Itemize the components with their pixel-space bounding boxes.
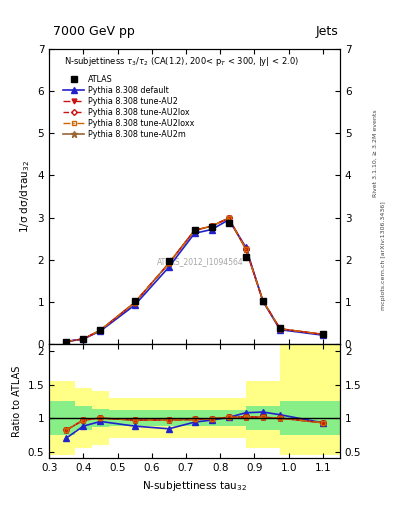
X-axis label: N-subjettiness tau$_{32}$: N-subjettiness tau$_{32}$ bbox=[142, 479, 247, 493]
Text: Rivet 3.1.10, ≥ 3.2M events: Rivet 3.1.10, ≥ 3.2M events bbox=[373, 110, 378, 198]
Legend: ATLAS, Pythia 8.308 default, Pythia 8.308 tune-AU2, Pythia 8.308 tune-AU2lox, Py: ATLAS, Pythia 8.308 default, Pythia 8.30… bbox=[62, 73, 196, 141]
Y-axis label: Ratio to ATLAS: Ratio to ATLAS bbox=[12, 366, 22, 437]
Text: 7000 GeV pp: 7000 GeV pp bbox=[53, 26, 135, 38]
Text: N-subjettiness $\tau_3/\tau_2$ (CA(1.2), 200< p$_T$ < 300, |y| < 2.0): N-subjettiness $\tau_3/\tau_2$ (CA(1.2),… bbox=[64, 55, 299, 68]
Y-axis label: 1/σ dσ/dτau$_{32}$: 1/σ dσ/dτau$_{32}$ bbox=[18, 160, 32, 233]
Text: Jets: Jets bbox=[316, 26, 339, 38]
Text: ATLAS_2012_I1094564: ATLAS_2012_I1094564 bbox=[157, 257, 244, 266]
Text: mcplots.cern.ch [arXiv:1306.3436]: mcplots.cern.ch [arXiv:1306.3436] bbox=[381, 202, 386, 310]
